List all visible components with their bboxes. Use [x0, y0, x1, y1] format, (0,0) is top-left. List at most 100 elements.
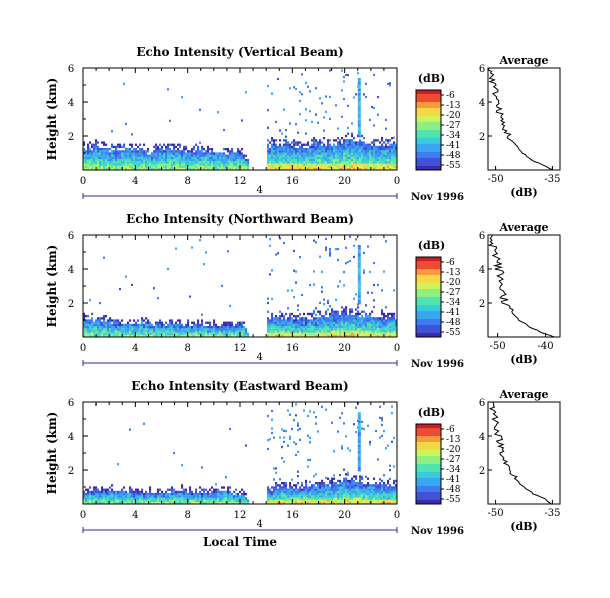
echo-cell	[285, 141, 288, 144]
echo-cell	[369, 152, 372, 155]
echo-cell	[115, 490, 118, 494]
echo-cell	[321, 323, 324, 327]
echo-cell	[393, 497, 396, 500]
echo-cell	[215, 152, 218, 155]
echo-cell	[351, 139, 354, 142]
echo-cell	[209, 167, 212, 171]
clutter-cell	[389, 84, 391, 87]
echo-cell	[209, 328, 212, 331]
echo-cell	[317, 497, 320, 500]
echo-cell	[221, 161, 224, 164]
clutter-cell	[175, 247, 177, 250]
echo-cell	[367, 497, 370, 500]
echo-cell	[285, 154, 288, 157]
echo-cell	[209, 493, 212, 496]
echo-cell	[239, 330, 242, 333]
echo-cell	[285, 332, 288, 335]
echo-cell	[333, 328, 336, 331]
echo-cell	[267, 163, 270, 166]
echo-cell	[355, 152, 358, 155]
echo-cell	[357, 156, 360, 160]
echo-cell	[149, 323, 152, 327]
echo-cell	[331, 152, 334, 155]
echo-cell	[143, 501, 146, 505]
echo-cell	[211, 499, 214, 502]
echo-cell	[345, 163, 348, 166]
clutter-cell	[169, 119, 171, 122]
echo-cell	[343, 319, 346, 322]
echo-cell	[341, 319, 344, 322]
colorbar-swatch	[416, 464, 441, 467]
streak-cell	[357, 469, 361, 472]
echo-cell	[241, 493, 244, 496]
echo-cell	[285, 323, 288, 327]
echo-cell	[209, 334, 212, 338]
echo-cell	[103, 330, 106, 333]
echo-cell	[245, 159, 248, 162]
echo-cell	[271, 148, 274, 151]
echo-cell	[93, 501, 96, 505]
echo-cell	[119, 334, 122, 338]
echo-cell	[215, 328, 218, 331]
echo-cell	[339, 488, 342, 491]
echo-cell	[171, 495, 174, 498]
echo-cell	[133, 150, 136, 153]
echo-cell	[133, 152, 136, 155]
echo-cell	[301, 165, 304, 168]
echo-cell	[159, 326, 162, 329]
echo-cell	[337, 328, 340, 331]
echo-cell	[305, 490, 308, 494]
echo-cell	[283, 497, 286, 500]
echo-cell	[317, 484, 320, 487]
echo-cell	[335, 310, 338, 313]
echo-cell	[327, 156, 330, 160]
echo-cell	[191, 330, 194, 333]
echo-cell	[189, 154, 192, 157]
echo-cell	[149, 486, 152, 489]
echo-cell	[179, 493, 182, 496]
echo-cell	[117, 321, 120, 324]
echo-cell	[207, 161, 210, 164]
echo-cell	[285, 334, 288, 338]
echo-cell	[99, 148, 102, 151]
echo-cell	[111, 152, 114, 155]
echo-cell	[291, 145, 294, 149]
echo-cell	[301, 323, 304, 327]
echo-cell	[343, 145, 346, 149]
echo-cell	[153, 326, 156, 329]
clutter-cell	[335, 298, 337, 301]
echo-cell	[183, 334, 186, 338]
echo-cell	[309, 323, 312, 327]
echo-cell	[153, 156, 156, 160]
echo-cell	[155, 497, 158, 500]
echo-cell	[189, 497, 192, 500]
clutter-cell	[131, 283, 133, 286]
echo-cell	[107, 159, 110, 162]
echo-cell	[305, 317, 308, 320]
echo-cell	[393, 156, 396, 160]
echo-cell	[93, 499, 96, 502]
echo-cell	[365, 312, 368, 316]
echo-cell	[131, 501, 134, 505]
echo-cell	[105, 165, 108, 168]
echo-cell	[153, 328, 156, 331]
echo-cell	[131, 161, 134, 164]
echo-cell	[345, 493, 348, 496]
echo-cell	[171, 143, 174, 146]
echo-cell	[191, 332, 194, 335]
echo-cell	[143, 167, 146, 171]
echo-cell	[241, 163, 244, 166]
echo-cell	[279, 156, 282, 160]
clutter-cell	[347, 126, 349, 129]
echo-cell	[391, 330, 394, 333]
echo-cell	[127, 495, 130, 498]
echo-cell	[117, 501, 120, 505]
echo-cell	[303, 326, 306, 329]
echo-cell	[213, 165, 216, 168]
echo-cell	[237, 163, 240, 166]
clutter-cell	[319, 97, 321, 100]
echo-cell	[375, 165, 378, 168]
echo-cell	[163, 165, 166, 168]
echo-cell	[225, 330, 228, 333]
echo-cell	[131, 488, 134, 491]
